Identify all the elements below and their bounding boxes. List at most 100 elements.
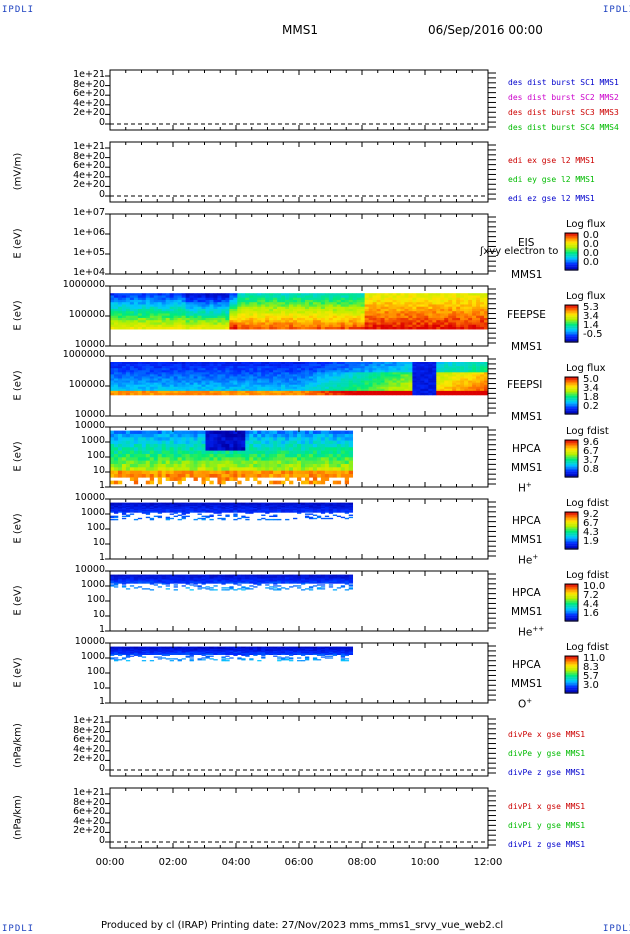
spectrogram-cell: [225, 384, 230, 388]
spectrogram-cell: [217, 374, 222, 377]
spectrogram-cell: [153, 299, 159, 303]
spectrogram-cell: [149, 443, 155, 448]
spectrogram-cell: [304, 437, 310, 441]
spectrogram-cell: [233, 306, 238, 310]
spectrogram-cell: [137, 322, 143, 325]
spectrogram-cell: [308, 315, 314, 319]
spectrogram-cell: [277, 440, 282, 445]
spectrogram-cell: [257, 437, 262, 441]
spectrogram-cell: [225, 304, 230, 307]
spectrogram-cell: [324, 374, 330, 377]
spectrogram-cell: [221, 324, 226, 328]
spectrogram-cell: [110, 364, 115, 367]
spectrogram-cell: [400, 320, 405, 323]
spectrogram-cell: [121, 295, 127, 298]
spectrogram-cell: [133, 378, 139, 381]
spectrogram-cell: [173, 510, 178, 512]
spectrogram-cell: [237, 463, 242, 468]
spectrogram-cell: [444, 386, 449, 390]
spectrogram-cell: [181, 450, 186, 455]
spectrogram-cell: [484, 313, 489, 316]
spectrogram-cell: [125, 384, 131, 388]
spectrogram-cell: [281, 388, 286, 392]
spectrogram-cell: [380, 388, 385, 392]
spectrogram-cell: [157, 392, 163, 396]
spectrogram-cell: [344, 317, 350, 321]
spectrogram-cell: [185, 297, 190, 301]
spectrogram-cell: [332, 463, 338, 468]
spectrogram-cell: [420, 362, 425, 365]
spectrogram-cell: [249, 388, 254, 392]
spectrogram-cell: [121, 467, 127, 471]
spectrogram-cell: [412, 384, 417, 388]
spectrogram-cell: [245, 392, 250, 396]
spectrogram-cell: [332, 480, 338, 485]
spectrogram-cell: [277, 386, 282, 390]
spectrogram-cell: [137, 463, 143, 468]
colorbar-frame: [564, 232, 579, 271]
spectrogram-cell: [340, 433, 346, 438]
spectrogram-cell: [209, 293, 214, 296]
spectrogram-cell: [177, 503, 182, 506]
spectrogram-cell: [289, 320, 294, 323]
colorbar-step: [565, 398, 578, 400]
spectrogram-cell: [173, 390, 178, 394]
spectrogram-cell: [121, 366, 127, 369]
spectrogram-cell: [324, 306, 330, 310]
spectrogram-cell: [161, 306, 167, 310]
spectrogram-cell: [249, 386, 254, 390]
spectrogram-cell: [197, 370, 202, 373]
spectrogram-cell: [344, 390, 350, 394]
spectrogram-cell: [360, 304, 365, 307]
spectrogram-cell: [408, 295, 413, 298]
spectrogram-cell: [340, 326, 346, 330]
spectrogram-cell: [145, 299, 151, 303]
spectrogram-cell: [141, 470, 147, 475]
spectrogram-cell: [110, 430, 115, 435]
spectrogram-cell: [396, 384, 401, 388]
spectrogram-cell: [332, 311, 338, 314]
spectrogram-cell: [364, 384, 369, 388]
spectrogram-cell: [245, 450, 250, 455]
spectrogram-cell: [221, 440, 226, 445]
spectrogram-cell: [185, 370, 190, 373]
spectrogram-cell: [281, 376, 286, 379]
spectrogram-cell: [221, 380, 226, 383]
spectrogram-cell: [464, 295, 469, 298]
spectrogram-cell: [348, 380, 354, 383]
spectrogram-cell: [261, 306, 266, 310]
spectrogram-cell: [304, 295, 310, 298]
spectrogram-cell: [141, 382, 147, 385]
spectrogram-cell: [153, 308, 159, 312]
spectrogram-cell: [169, 324, 174, 328]
spectrogram-cell: [157, 467, 163, 471]
spectrogram-cell: [261, 362, 266, 365]
spectrogram-cell: [169, 460, 174, 465]
spectrogram-cell: [312, 430, 318, 435]
spectrogram-cell: [273, 380, 278, 383]
spectrogram-cell: [241, 313, 246, 316]
spectrogram-cell: [269, 317, 274, 321]
spectrogram-cell: [464, 390, 469, 394]
colorbar-step: [565, 465, 578, 467]
spectrogram-cell: [312, 315, 318, 319]
spectrogram-cell: [273, 453, 278, 458]
spectrogram-cell: [113, 304, 119, 307]
spectrogram-cell: [229, 293, 234, 296]
spectrogram-cell: [237, 504, 242, 507]
spectrogram-cell: [277, 380, 282, 383]
spectrogram-cell: [452, 390, 457, 394]
spectrogram-cell: [352, 370, 357, 373]
spectrogram-cell: [472, 317, 477, 321]
spectrogram-cell: [145, 362, 151, 365]
spectrogram-cell: [277, 326, 282, 330]
spectrogram-cell: [404, 293, 409, 296]
spectrogram-cell: [117, 370, 123, 373]
spectrogram-cell: [110, 433, 115, 438]
spectrogram-cell: [304, 430, 310, 435]
spectrogram-cell: [181, 386, 186, 390]
spectrogram-cell: [273, 388, 278, 392]
spectrogram-cell: [404, 386, 409, 390]
spectrogram-cell: [153, 467, 159, 471]
spectrogram-cell: [448, 322, 453, 325]
